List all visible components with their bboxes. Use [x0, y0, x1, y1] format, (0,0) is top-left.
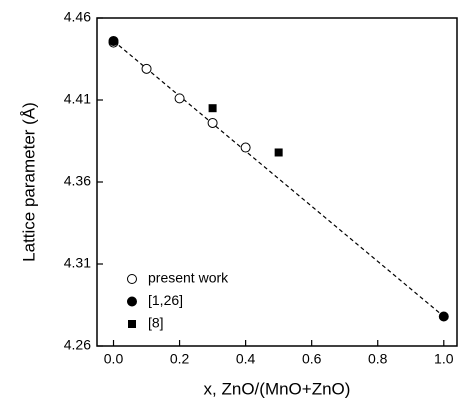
x-tick-label: 0.0 — [104, 351, 124, 367]
legend-marker — [128, 320, 136, 328]
fit-line — [113, 40, 445, 317]
data-point — [141, 63, 152, 74]
y-tick-label: 4.26 — [64, 337, 91, 353]
x-tick-label: 0.6 — [302, 351, 322, 367]
data-point — [240, 142, 251, 153]
data-point — [438, 311, 449, 322]
y-axis-label: Lattice parameter (Å) — [19, 102, 38, 262]
legend-label: [8] — [148, 315, 164, 331]
data-point — [108, 35, 119, 46]
legend-label: present work — [148, 270, 229, 286]
y-tick-label: 4.36 — [64, 173, 91, 189]
x-tick-label: 0.4 — [236, 351, 256, 367]
x-tick-label: 0.8 — [368, 351, 388, 367]
x-tick-label: 0.2 — [170, 351, 190, 367]
x-tick-label: 1.0 — [434, 351, 454, 367]
data-point — [174, 93, 185, 104]
data-point — [207, 117, 218, 128]
legend-marker — [127, 296, 137, 307]
y-tick-label: 4.46 — [64, 9, 91, 25]
y-tick-label: 4.31 — [64, 255, 91, 271]
x-axis-label: x, ZnO/(MnO+ZnO) — [204, 379, 351, 398]
legend-marker — [127, 274, 137, 284]
y-tick-label: 4.41 — [64, 91, 91, 107]
data-point — [274, 148, 283, 157]
data-point — [208, 104, 217, 113]
legend-label: [1,26] — [148, 292, 183, 308]
